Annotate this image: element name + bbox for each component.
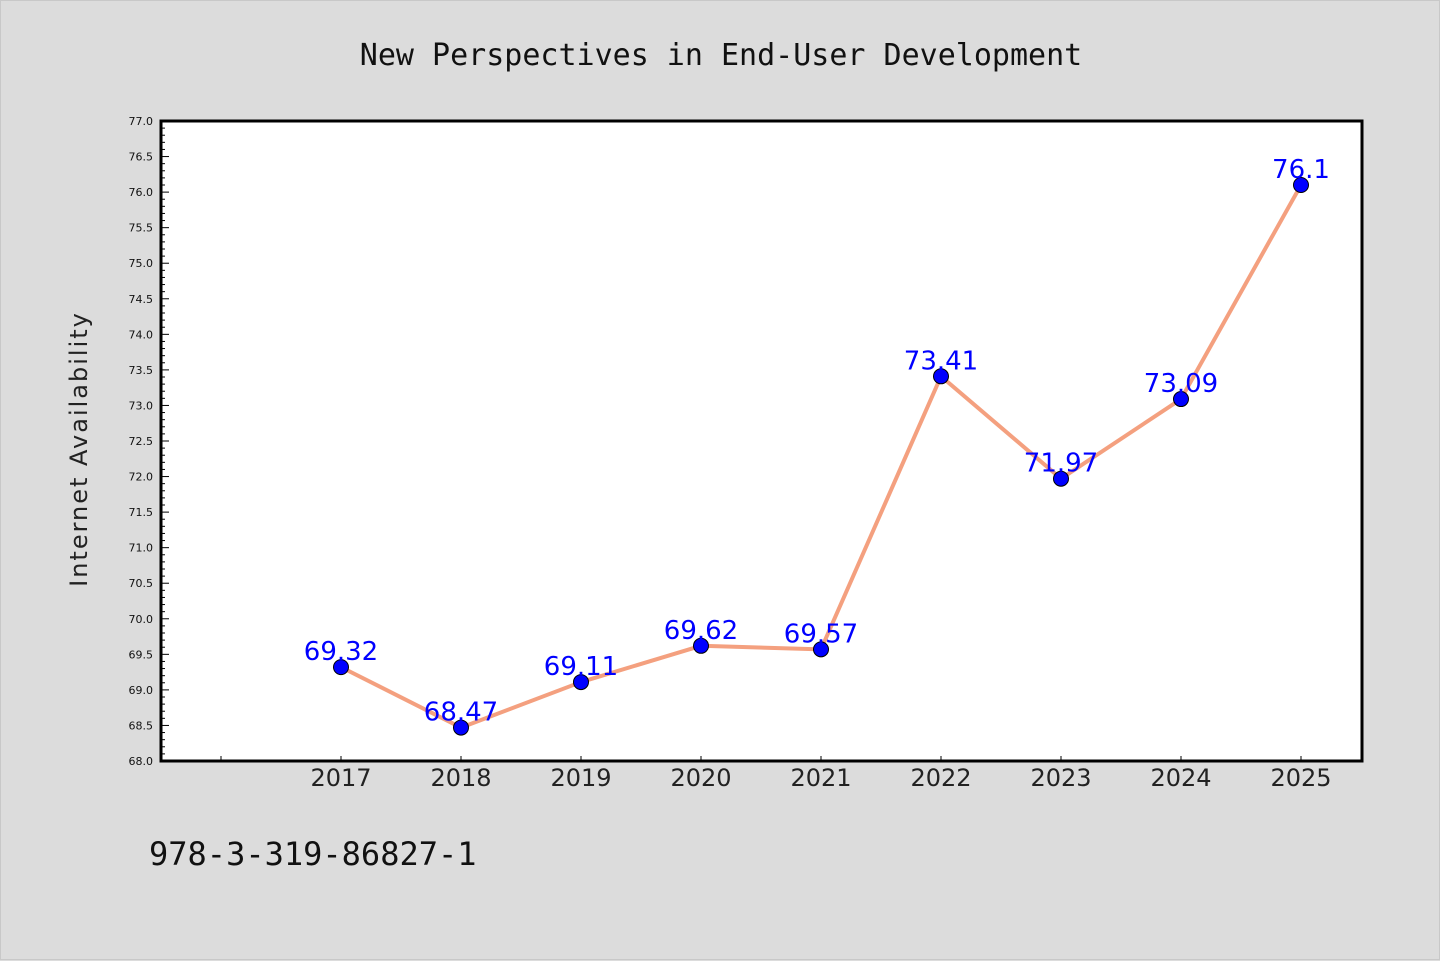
data-point <box>1293 177 1309 193</box>
data-label: 69.11 <box>544 652 618 682</box>
y-axis-label: Internet Availability <box>65 311 93 587</box>
y-tick-label: 70.0 <box>129 613 154 626</box>
y-tick-label: 68.0 <box>129 755 154 768</box>
data-point <box>933 368 949 385</box>
y-tick-label: 76.5 <box>129 151 154 164</box>
x-tick-label: 2022 <box>910 764 971 792</box>
y-tick-label: 71.0 <box>129 542 154 555</box>
plot-area <box>159 119 1364 763</box>
y-tick-label: 75.0 <box>129 257 154 270</box>
data-point <box>333 659 349 676</box>
data-labels: 69.32 68.47 69.11 69.62 69.57 73.41 71.97 73.09… <box>304 155 1330 728</box>
data-label: 69.32 <box>304 637 378 667</box>
data-point <box>573 674 589 691</box>
data-point <box>1053 470 1069 487</box>
x-tick-label: 2025 <box>1270 764 1331 792</box>
data-point <box>1173 391 1189 408</box>
data-label: 73.41 <box>904 346 978 376</box>
data-label: 68.47 <box>424 698 498 728</box>
data-label: 73.09 <box>1144 369 1218 399</box>
y-tick-label: 76.0 <box>129 186 154 199</box>
y-tick-label: 70.5 <box>129 577 154 590</box>
y-tick-label: 69.0 <box>129 684 154 697</box>
data-point <box>453 719 469 736</box>
data-label: 69.57 <box>784 619 858 649</box>
y-tick-label: 73.0 <box>129 399 154 412</box>
y-tick-label: 72.5 <box>129 435 154 448</box>
data-label: 71.97 <box>1024 449 1098 479</box>
x-tick-label: 2021 <box>790 764 851 792</box>
y-axis: 68.0 68.5 69.0 69.5 70.0 70.5 71.0 71.5 72.0 72.5… <box>129 115 169 768</box>
x-tick-label: 2017 <box>310 764 371 792</box>
y-tick-label: 77.0 <box>129 115 154 128</box>
y-tick-label: 68.5 <box>129 719 154 732</box>
footnote-isbn: 978-3-319-86827-1 <box>149 835 477 873</box>
y-tick-label: 72.0 <box>129 471 154 484</box>
y-tick-label: 69.5 <box>129 648 154 661</box>
x-tick-label: 2023 <box>1030 764 1091 792</box>
y-tick-label: 71.5 <box>129 506 154 519</box>
y-tick-label: 74.5 <box>129 293 154 306</box>
data-label: 69.62 <box>664 616 738 646</box>
x-axis: 2017 2018 2019 2020 2021 2022 2023 2024 2025 <box>220 756 1332 792</box>
x-tick-label: 2020 <box>670 764 731 792</box>
x-tick-label: 2024 <box>1150 764 1211 792</box>
series-layer <box>333 177 1309 736</box>
chart-title: New Perspectives in End-User Development <box>360 38 1082 73</box>
y-tick-label: 75.5 <box>129 222 154 235</box>
x-tick-label: 2018 <box>430 764 491 792</box>
data-point <box>813 641 829 658</box>
x-tick-label: 2019 <box>550 764 611 792</box>
y-tick-label: 73.5 <box>129 364 154 377</box>
y-tick-label: 74.0 <box>129 328 154 341</box>
data-point <box>693 637 709 654</box>
data-label: 76.1 <box>1272 155 1330 185</box>
